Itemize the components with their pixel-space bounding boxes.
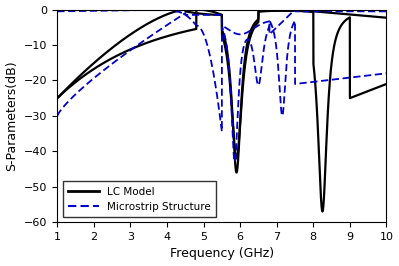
Y-axis label: S-Parameters(dB): S-Parameters(dB) (6, 61, 19, 171)
X-axis label: Frequency (GHz): Frequency (GHz) (170, 247, 274, 260)
Legend: LC Model, Microstrip Structure: LC Model, Microstrip Structure (63, 181, 216, 217)
